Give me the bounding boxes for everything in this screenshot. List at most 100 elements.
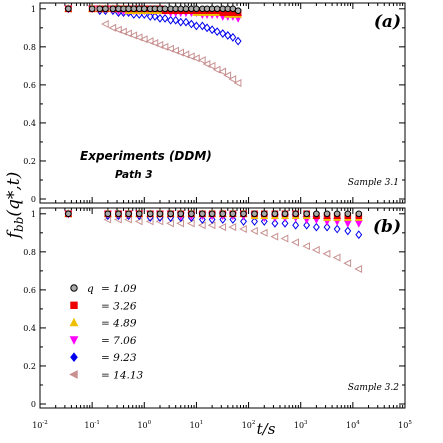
data-point [219, 29, 227, 38]
data-point [213, 5, 221, 13]
panel-a: 0 0.2 0.4 0.6 0.8 1 (a) Sample 3.1 Experiments (… [23, 2, 406, 204]
data-point [146, 11, 154, 21]
data-point [177, 210, 185, 218]
x-tick-label: 101 [190, 420, 204, 430]
annotation-experiments: Experiments (DDM) [80, 149, 212, 163]
y-tick-label: 1 [31, 5, 36, 14]
data-point [109, 5, 117, 13]
legend-marker [70, 284, 78, 292]
data-point [115, 210, 122, 218]
x-tick-label: 10-2 [32, 420, 48, 430]
data-point [150, 39, 159, 48]
data-point [193, 5, 200, 13]
data-point [239, 224, 247, 234]
data-point [187, 19, 195, 29]
legend-entry-label: = 1.09 [101, 283, 137, 295]
x-tick-label: 102 [242, 420, 256, 430]
legend-entry-label: = 4.89 [101, 318, 137, 330]
data-point [188, 210, 195, 218]
legend-marker [70, 301, 78, 310]
data-point [176, 219, 185, 228]
data-point [65, 210, 72, 218]
data-point [223, 71, 232, 80]
legend-q-symbol: q [87, 283, 94, 295]
data-point [354, 264, 363, 273]
data-point [65, 5, 72, 13]
data-point [229, 210, 237, 218]
y-tick-label: 1 [31, 210, 36, 219]
data-point [213, 27, 221, 37]
data-point [218, 223, 227, 232]
data-point [198, 215, 206, 224]
data-point [240, 210, 247, 218]
data-point [104, 210, 112, 218]
legend-entry-label: = 9.23 [101, 352, 137, 364]
y-tick-label: 0.4 [23, 119, 36, 128]
data-point [219, 210, 227, 218]
data-point [88, 5, 96, 13]
data-point [125, 210, 132, 218]
data-point [212, 65, 221, 74]
data-point [177, 17, 185, 27]
y-tick-label: 0.2 [23, 362, 36, 371]
data-point [113, 25, 122, 34]
data-point [291, 238, 299, 247]
data-point [130, 5, 138, 13]
data-point [146, 210, 154, 218]
data-point [218, 67, 227, 76]
data-point [181, 50, 190, 59]
data-point [166, 44, 174, 53]
data-point [96, 5, 104, 13]
data-point [303, 210, 310, 218]
data-point [140, 5, 148, 13]
legend: q = 1.09 = 3.26 = 4.89 = 7.06 = 9.23 = 14.13 [69, 283, 144, 382]
data-point [323, 222, 331, 232]
data-point [145, 217, 154, 226]
data-point [186, 52, 195, 61]
data-point [312, 222, 320, 232]
data-point [166, 219, 174, 228]
data-point [197, 56, 206, 65]
data-point [207, 61, 216, 70]
y-axis-label: fbb(q*,t) [4, 172, 26, 241]
series-q-1.09 [65, 210, 363, 218]
y-tick-label: 0 [31, 400, 36, 409]
x-tick-label: 103 [294, 420, 308, 430]
data-point [155, 217, 164, 226]
legend-marker [69, 317, 79, 327]
data-point [119, 27, 127, 36]
data-point [292, 210, 299, 218]
data-point [102, 5, 109, 13]
data-point [292, 220, 300, 230]
y-tick-label: 0.8 [23, 248, 36, 257]
data-point [155, 40, 164, 49]
data-point [103, 215, 112, 224]
data-point [250, 226, 258, 235]
data-point [303, 220, 311, 230]
data-point [270, 232, 279, 241]
data-point [135, 210, 143, 218]
y-tick-label: 0.8 [23, 43, 36, 52]
data-point [322, 249, 331, 258]
y-tick-label: 0.4 [23, 324, 36, 333]
data-point [151, 11, 159, 21]
data-point [229, 215, 237, 224]
data-point [224, 31, 232, 40]
legend-marker [69, 336, 79, 345]
data-point [281, 218, 289, 228]
series-q-14.13 [63, 4, 242, 88]
data-point [208, 210, 216, 218]
data-point [354, 220, 363, 228]
data-point [171, 46, 179, 55]
x-tick-label: 104 [346, 420, 360, 430]
data-point [176, 48, 185, 57]
data-point [108, 23, 117, 32]
data-point [302, 242, 310, 251]
y-tick-label: 0 [31, 195, 36, 204]
data-point [271, 210, 279, 218]
data-point [182, 5, 190, 13]
data-point [161, 13, 169, 23]
legend-marker [70, 352, 78, 363]
data-point [323, 210, 331, 218]
data-point [186, 219, 195, 228]
